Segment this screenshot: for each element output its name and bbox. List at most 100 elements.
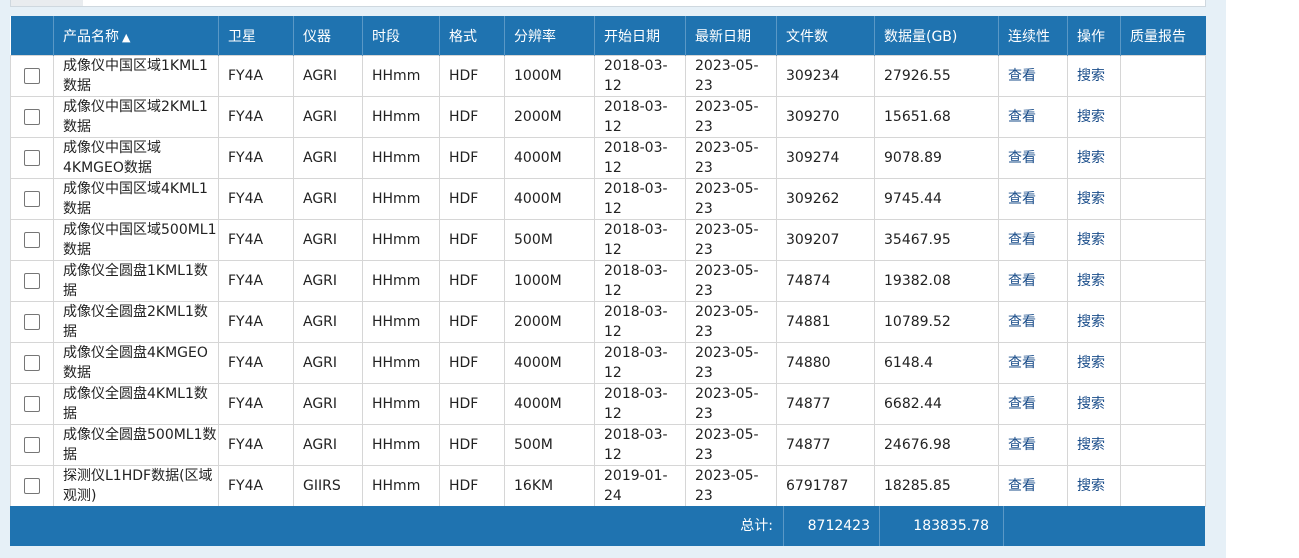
instrument-cell: AGRI <box>293 55 363 97</box>
view-continuity-link[interactable]: 查看 <box>1008 68 1036 84</box>
start-date-cell: 2018-03-12 <box>594 219 686 261</box>
start-date-cell: 2018-03-12 <box>594 301 686 343</box>
satellite-cell: FY4A <box>218 260 294 302</box>
search-link[interactable]: 搜索 <box>1077 314 1105 330</box>
product-name-cell: 成像仪全圆盘4KMGEO数据 <box>53 342 219 384</box>
view-continuity-link[interactable]: 查看 <box>1008 191 1036 207</box>
view-continuity-link[interactable]: 查看 <box>1008 396 1036 412</box>
search-link[interactable]: 搜索 <box>1077 150 1105 166</box>
action-cell: 搜索 <box>1067 342 1121 384</box>
total-volume: 183835.78 <box>879 506 1004 546</box>
view-continuity-link[interactable]: 查看 <box>1008 478 1036 494</box>
row-checkbox[interactable] <box>24 232 40 248</box>
row-checkbox[interactable] <box>24 396 40 412</box>
start-date-cell: 2018-03-12 <box>594 96 686 138</box>
product-name-cell: 成像仪中国区域2KML1数据 <box>53 96 219 138</box>
column-header-continuity[interactable]: 连续性 <box>998 16 1068 56</box>
file-count-cell: 74874 <box>776 260 875 302</box>
search-link[interactable]: 搜索 <box>1077 273 1105 289</box>
start-date-cell: 2018-03-12 <box>594 383 686 425</box>
row-checkbox[interactable] <box>24 437 40 453</box>
column-header-file-count[interactable]: 文件数 <box>776 16 875 56</box>
view-continuity-link[interactable]: 查看 <box>1008 109 1036 125</box>
instrument-cell: AGRI <box>293 260 363 302</box>
row-checkbox[interactable] <box>24 314 40 330</box>
row-select-cell <box>10 55 54 97</box>
column-header-latest-date[interactable]: 最新日期 <box>685 16 777 56</box>
view-continuity-link[interactable]: 查看 <box>1008 232 1036 248</box>
action-cell: 搜索 <box>1067 260 1121 302</box>
view-continuity-link[interactable]: 查看 <box>1008 273 1036 289</box>
column-header-resolution[interactable]: 分辨率 <box>504 16 595 56</box>
file-count-cell: 6791787 <box>776 465 875 507</box>
column-header-volume[interactable]: 数据量(GB) <box>874 16 999 56</box>
column-header-start-date[interactable]: 开始日期 <box>594 16 686 56</box>
row-checkbox[interactable] <box>24 68 40 84</box>
format-cell: HDF <box>439 178 505 220</box>
search-link[interactable]: 搜索 <box>1077 191 1105 207</box>
column-header-period[interactable]: 时段 <box>362 16 440 56</box>
view-continuity-link[interactable]: 查看 <box>1008 150 1036 166</box>
latest-date-cell: 2023-05-23 <box>685 424 777 466</box>
search-link[interactable]: 搜索 <box>1077 109 1105 125</box>
product-name-cell: 探测仪L1HDF数据(区域观测) <box>53 465 219 507</box>
column-header-action[interactable]: 操作 <box>1067 16 1121 56</box>
satellite-cell: FY4A <box>218 342 294 384</box>
satellite-cell: FY4A <box>218 137 294 179</box>
row-checkbox[interactable] <box>24 478 40 494</box>
search-link[interactable]: 搜索 <box>1077 437 1105 453</box>
resolution-cell: 16KM <box>504 465 595 507</box>
row-checkbox[interactable] <box>24 150 40 166</box>
view-continuity-link[interactable]: 查看 <box>1008 314 1036 330</box>
file-count-cell: 74881 <box>776 301 875 343</box>
product-name-cell: 成像仪全圆盘4KML1数据 <box>53 383 219 425</box>
latest-date-cell: 2023-05-23 <box>685 178 777 220</box>
search-link[interactable]: 搜索 <box>1077 232 1105 248</box>
quality-report-cell <box>1120 301 1206 343</box>
continuity-cell: 查看 <box>998 424 1068 466</box>
column-header-name[interactable]: 产品名称 ▲ <box>53 16 219 56</box>
row-select-cell <box>10 178 54 220</box>
row-checkbox[interactable] <box>24 355 40 371</box>
row-checkbox[interactable] <box>24 191 40 207</box>
row-checkbox[interactable] <box>24 109 40 125</box>
column-header-quality[interactable]: 质量报告 <box>1120 16 1206 56</box>
instrument-cell: AGRI <box>293 301 363 343</box>
satellite-cell: FY4A <box>218 178 294 220</box>
search-link[interactable]: 搜索 <box>1077 355 1105 371</box>
period-cell: HHmm <box>362 219 440 261</box>
action-cell: 搜索 <box>1067 465 1121 507</box>
data-table-panel: 产品名称 ▲ 卫星 仪器 时段 格式 分辨率 开始日期 最新日期 文件数 数据量(… <box>10 16 1206 546</box>
resolution-cell: 4000M <box>504 342 595 384</box>
sort-asc-icon[interactable]: ▲ <box>122 30 131 44</box>
row-select-cell <box>10 342 54 384</box>
file-count-cell: 74877 <box>776 424 875 466</box>
column-header-format[interactable]: 格式 <box>439 16 505 56</box>
search-link[interactable]: 搜索 <box>1077 396 1105 412</box>
column-header-satellite[interactable]: 卫星 <box>218 16 294 56</box>
latest-date-cell: 2023-05-23 <box>685 301 777 343</box>
row-checkbox[interactable] <box>24 273 40 289</box>
action-cell: 搜索 <box>1067 219 1121 261</box>
instrument-cell: AGRI <box>293 219 363 261</box>
volume-cell: 35467.95 <box>874 219 999 261</box>
period-cell: HHmm <box>362 342 440 384</box>
volume-cell: 27926.55 <box>874 55 999 97</box>
search-link[interactable]: 搜索 <box>1077 478 1105 494</box>
resolution-cell: 1000M <box>504 55 595 97</box>
view-continuity-link[interactable]: 查看 <box>1008 437 1036 453</box>
quality-report-cell <box>1120 55 1206 97</box>
period-cell: HHmm <box>362 55 440 97</box>
table-row: 成像仪中国区域500ML1数据 FY4A AGRI HHmm HDF 500M 2018-0… <box>10 219 1206 261</box>
view-continuity-link[interactable]: 查看 <box>1008 355 1036 371</box>
search-link[interactable]: 搜索 <box>1077 68 1105 84</box>
latest-date-cell: 2023-05-23 <box>685 96 777 138</box>
column-header-instrument[interactable]: 仪器 <box>293 16 363 56</box>
top-tab[interactable] <box>11 0 83 6</box>
satellite-cell: FY4A <box>218 96 294 138</box>
table-row: 成像仪中国区域2KML1数据 FY4A AGRI HHmm HDF 2000M 2018-0… <box>10 96 1206 138</box>
period-cell: HHmm <box>362 424 440 466</box>
row-select-cell <box>10 96 54 138</box>
period-cell: HHmm <box>362 137 440 179</box>
total-file-count: 8712423 <box>783 506 880 546</box>
